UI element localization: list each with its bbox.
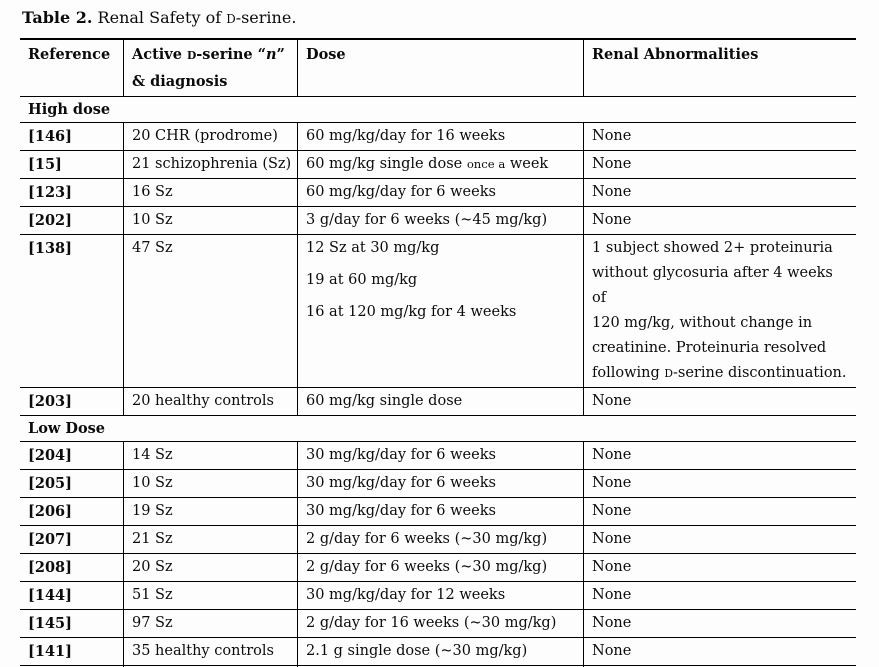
renal-cell: None <box>583 179 856 206</box>
renal-safety-table: Reference Active D-serine “n” & diagnosis… <box>20 38 856 667</box>
table-header-row: Reference Active D-serine “n” & diagnosis… <box>20 40 856 97</box>
ref-cell: [208] <box>28 559 72 576</box>
ref-cell: [207] <box>28 531 72 548</box>
section-label: Low Dose <box>28 420 106 437</box>
table-row: [203] 20 healthy controls 60 mg/kg single … <box>20 388 856 416</box>
table-body: High dose [146] 20 CHR (prodrome) 60 mg/kg/… <box>20 97 856 667</box>
dose-cell: 30 mg/kg/day for 6 weeks <box>297 442 583 469</box>
n-diagnosis-cell: 97 Sz <box>123 610 297 637</box>
table-row: [204] 14 Sz 30 mg/kg/day for 6 weeks None <box>20 442 856 470</box>
table-row: [206] 19 Sz 30 mg/kg/day for 6 weeks None <box>20 498 856 526</box>
table-title: Table 2. Renal Safety of D-serine. <box>22 7 296 30</box>
n-diagnosis-cell: 20 healthy controls <box>123 388 297 415</box>
dose-cell: 60 mg/kg/day for 16 weeks <box>297 123 583 150</box>
dose-cell: 2 g/day for 6 weeks (~30 mg/kg) <box>297 554 583 581</box>
ref-cell: [205] <box>28 475 72 492</box>
header-cell-renal-abnormalities: Renal Abnormalities <box>583 40 856 96</box>
n-diagnosis-cell: 20 CHR (prodrome) <box>123 123 297 150</box>
dose-cell: 60 mg/kg single dose once a week <box>297 151 583 178</box>
renal-cell: None <box>583 582 856 609</box>
ref-cell: [203] <box>28 393 72 410</box>
dose-cell: 30 mg/kg/day for 6 weeks <box>297 470 583 497</box>
table-title-text: Renal Safety of D-serine. <box>92 8 297 27</box>
renal-cell: None <box>583 207 856 234</box>
table-row: [144] 51 Sz 30 mg/kg/day for 12 weeks None <box>20 582 856 610</box>
n-diagnosis-cell: 21 Sz <box>123 526 297 553</box>
table-row: [146] 20 CHR (prodrome) 60 mg/kg/day for 1… <box>20 123 856 151</box>
line-gap <box>306 293 578 300</box>
dose-cell: 60 mg/kg/day for 6 weeks <box>297 179 583 206</box>
table-row: [15] 21 schizophrenia (Sz) 60 mg/kg single… <box>20 151 856 179</box>
dose-cell: 2.1 g single dose (~30 mg/kg) <box>297 638 583 665</box>
dose-cell: 2 g/day for 6 weeks (~30 mg/kg) <box>297 526 583 553</box>
n-diagnosis-cell: 10 Sz <box>123 207 297 234</box>
renal-cell: None <box>583 498 856 525</box>
line-gap <box>306 261 578 268</box>
n-diagnosis-cell: 10 Sz <box>123 470 297 497</box>
n-diagnosis-cell: 51 Sz <box>123 582 297 609</box>
renal-cell: None <box>583 151 856 178</box>
n-diagnosis-cell: 47 Sz <box>123 235 297 387</box>
renal-cell: None <box>583 442 856 469</box>
n-diagnosis-cell: 20 Sz <box>123 554 297 581</box>
dose-cell: 30 mg/kg/day for 12 weeks <box>297 582 583 609</box>
ref-cell: [146] <box>28 128 72 145</box>
n-diagnosis-cell: 21 schizophrenia (Sz) <box>123 151 297 178</box>
ref-cell: [206] <box>28 503 72 520</box>
ref-cell: [138] <box>28 240 72 257</box>
renal-cell: None <box>583 123 856 150</box>
renal-cell: None <box>583 470 856 497</box>
ref-cell: [144] <box>28 587 72 604</box>
section-label: High dose <box>28 101 111 118</box>
table-title-label: Table 2. <box>22 8 93 27</box>
renal-cell: 1 subject showed 2+ proteinuria without g… <box>583 235 856 387</box>
renal-cell: None <box>583 526 856 553</box>
dose-cell: 2 g/day for 16 weeks (~30 mg/kg) <box>297 610 583 637</box>
table-row: [205] 10 Sz 30 mg/kg/day for 6 weeks None <box>20 470 856 498</box>
renal-cell: None <box>583 554 856 581</box>
dose-cell: 30 mg/kg/day for 6 weeks <box>297 498 583 525</box>
dose-cell: 12 Sz at 30 mg/kg 19 at 60 mg/kg 16 at 120… <box>297 235 583 387</box>
ref-cell: [15] <box>28 156 62 173</box>
table-row: [123] 16 Sz 60 mg/kg/day for 6 weeks None <box>20 179 856 207</box>
table-row: [208] 20 Sz 2 g/day for 6 weeks (~30 mg/kg… <box>20 554 856 582</box>
n-diagnosis-cell: 35 healthy controls <box>123 638 297 665</box>
section-header-row: High dose <box>20 97 856 123</box>
ref-cell: [204] <box>28 447 72 464</box>
renal-cell: None <box>583 638 856 665</box>
section-header-row: Low Dose <box>20 416 856 442</box>
header-cell-dose: Dose <box>297 40 583 96</box>
table-row: [141] 35 healthy controls 2.1 g single dos… <box>20 638 856 666</box>
renal-cell: None <box>583 388 856 415</box>
table-row: [145] 97 Sz 2 g/day for 16 weeks (~30 mg/k… <box>20 610 856 638</box>
n-diagnosis-cell: 19 Sz <box>123 498 297 525</box>
table-row: [207] 21 Sz 2 g/day for 6 weeks (~30 mg/kg… <box>20 526 856 554</box>
table-row: [202] 10 Sz 3 g/day for 6 weeks (~45 mg/kg… <box>20 207 856 235</box>
table-row: [138] 47 Sz 12 Sz at 30 mg/kg 19 at 60 mg/k… <box>20 235 856 388</box>
renal-cell: None <box>583 610 856 637</box>
n-diagnosis-cell: 16 Sz <box>123 179 297 206</box>
dose-cell: 3 g/day for 6 weeks (~45 mg/kg) <box>297 207 583 234</box>
ref-cell: [202] <box>28 212 72 229</box>
ref-cell: [123] <box>28 184 72 201</box>
header-cell-active-n-diagnosis: Active D-serine “n” & diagnosis <box>123 40 297 96</box>
dose-cell: 60 mg/kg single dose <box>297 388 583 415</box>
header-cell-reference: Reference <box>28 46 111 63</box>
ref-cell: [145] <box>28 615 72 632</box>
ref-cell: [141] <box>28 643 72 660</box>
n-diagnosis-cell: 14 Sz <box>123 442 297 469</box>
